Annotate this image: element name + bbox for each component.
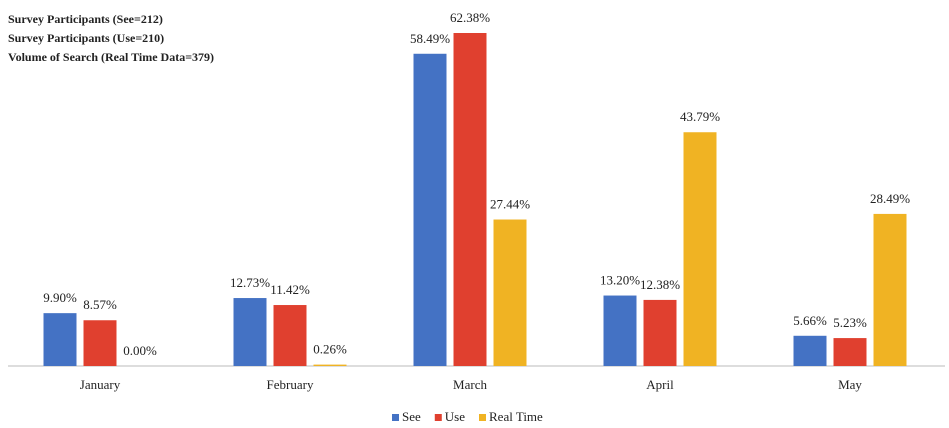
value-label: 27.44%	[490, 197, 530, 212]
bar	[313, 364, 347, 366]
bar	[793, 335, 827, 366]
bar	[413, 53, 447, 367]
value-label: 13.20%	[600, 273, 640, 288]
legend-swatch	[479, 414, 486, 421]
value-label: 62.38%	[450, 10, 490, 25]
bar	[233, 298, 267, 366]
value-label: 12.73%	[230, 275, 270, 290]
bar	[273, 305, 307, 366]
x-tick-label: March	[453, 377, 487, 392]
bar	[453, 33, 487, 366]
legend-swatch	[434, 414, 442, 421]
bar	[493, 219, 527, 366]
x-tick-label: April	[646, 377, 674, 392]
value-label: 0.26%	[313, 342, 347, 357]
value-label: 5.66%	[793, 313, 827, 328]
x-tick-label: February	[267, 377, 314, 392]
value-label: 8.57%	[83, 297, 117, 312]
value-label: 11.42%	[270, 282, 310, 297]
bar	[643, 299, 677, 366]
value-label: 58.49%	[410, 31, 450, 46]
value-label: 43.79%	[680, 109, 720, 124]
legend-label: See	[402, 409, 421, 424]
bar	[683, 132, 717, 366]
value-label: 5.23%	[833, 315, 867, 330]
bar	[873, 213, 907, 366]
bar	[43, 313, 77, 366]
value-label: 9.90%	[43, 290, 77, 305]
annotation: Survey Participants (Use=210)	[8, 31, 164, 45]
x-tick-label: May	[838, 377, 862, 392]
bar	[833, 338, 867, 366]
annotation: Survey Participants (See=212)	[8, 12, 163, 26]
x-tick-label: January	[80, 377, 121, 392]
legend-label: Use	[445, 409, 465, 424]
legend-swatch	[392, 414, 399, 421]
value-label: 0.00%	[123, 343, 157, 358]
bar	[83, 320, 117, 366]
bar	[603, 295, 637, 366]
legend-label: Real Time	[489, 409, 543, 424]
annotation: Volume of Search (Real Time Data=379)	[8, 50, 214, 64]
value-label: 12.38%	[640, 277, 680, 292]
value-label: 28.49%	[870, 191, 910, 206]
